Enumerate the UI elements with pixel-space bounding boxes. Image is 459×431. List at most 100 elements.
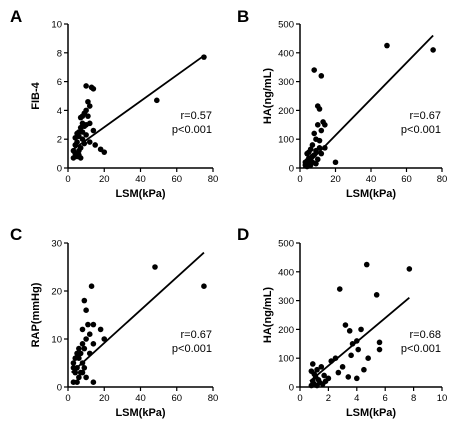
panel-d-data-point	[335, 369, 342, 376]
panel-b-y-tick-label: 500	[278, 20, 294, 31]
panel-a-data-point	[85, 98, 91, 105]
panel-c-data-point	[77, 350, 84, 357]
panel-b-data-point	[313, 160, 319, 167]
panel-b-y-axis-title: HA(ng/mL)	[262, 68, 274, 125]
panel-b-x-tick-label: 40	[366, 174, 377, 185]
panel-d: D 0 100 200 300 400 500 0 2 4 6 8 10 LSM(kPa) HA(ng/mL…	[237, 225, 447, 419]
panel-a-regression-line	[72, 54, 205, 151]
panel-c-data-point	[88, 283, 95, 290]
panel-c-y-tick-label: 0	[57, 383, 62, 394]
panel-a-data-point	[72, 142, 79, 148]
panel-c-y-tick-label: 30	[51, 239, 62, 250]
panel-b-x-tick-label: 20	[330, 174, 341, 185]
panel-b-letter: B	[237, 7, 249, 26]
panel-b-data-point	[304, 163, 310, 170]
panel-b-x-tick-label: 80	[437, 174, 448, 185]
panel-c-data-point	[79, 369, 86, 376]
panel-d-data-point	[354, 338, 360, 344]
panel-b-data-point	[430, 47, 436, 53]
panel-d-data-point	[339, 364, 346, 370]
panel-c-data-point	[201, 283, 207, 290]
panel-a-x-tick-label: 60	[171, 174, 182, 185]
panel-d-data-point	[361, 366, 367, 373]
panel-b-x-tick-label: 0	[297, 174, 302, 185]
panel-a-y-tick-label: 8	[57, 48, 62, 59]
panel-c-x-tick-label: 60	[171, 393, 182, 404]
panel-d-data-point	[342, 322, 349, 328]
panel-a-y-axis-title: FIB-4	[30, 81, 42, 109]
panel-d-p-value: p<0.001	[401, 343, 441, 355]
panel-c-data-point	[90, 379, 97, 386]
panel-d-data-point	[328, 358, 335, 364]
panel-a-data-point	[86, 139, 93, 145]
panel-b-y-tick-label: 300	[278, 77, 294, 88]
panel-a-x-tick-label: 20	[99, 174, 110, 185]
panel-a-y-tick-label: 0	[57, 164, 62, 175]
panel-c-data-point	[86, 350, 93, 357]
panel-c-data-point	[86, 331, 93, 338]
panel-d-data-point	[358, 326, 364, 333]
panel-a-data-point	[86, 103, 93, 109]
panel-d-data-point	[319, 381, 326, 387]
panel-d-data-point	[355, 346, 362, 353]
panel-c-r-value: r=0.67	[181, 329, 213, 341]
panel-b-data-point	[318, 150, 325, 157]
panel-c-data-point	[85, 321, 91, 328]
panel-a-x-tick-label: 80	[208, 174, 219, 185]
panel-c-data-point	[79, 341, 86, 347]
panel-b-data-point	[314, 156, 321, 163]
panel-d-data-point	[349, 341, 356, 347]
panel-a-data-point	[83, 83, 89, 89]
panel-d-y-tick-label: 500	[278, 239, 294, 250]
panel-d-data-point	[346, 328, 353, 334]
panel-d-data-point	[314, 366, 320, 373]
panel-a-data-point	[77, 155, 84, 161]
panel-a-data-point	[76, 147, 82, 154]
panel-d-data-point	[376, 339, 383, 346]
panel-b-data-point	[322, 145, 328, 151]
panel-d-x-tick-label: 10	[437, 393, 448, 404]
panel-b-data-point	[316, 137, 323, 144]
panel-b-data-point	[322, 122, 328, 128]
panel-b-p-value: p<0.001	[401, 124, 441, 136]
panel-b-data-point	[384, 42, 390, 49]
panel-c-data-point	[74, 379, 80, 386]
panel-c-y-axis-title: RAP(mmHg)	[30, 282, 42, 347]
panel-c-y-tick-label: 20	[51, 287, 62, 298]
panel-a-data-point	[77, 114, 84, 121]
panel-c-data-point	[90, 321, 97, 328]
panel-d-y-tick-label: 200	[278, 325, 294, 336]
panel-a-data-point	[70, 155, 77, 161]
panel-d-y-tick-label: 0	[289, 383, 294, 394]
panel-c-x-tick-label: 20	[99, 393, 110, 404]
panel-b-data-point	[314, 122, 321, 128]
panel-c-data-point	[152, 264, 158, 270]
panel-a-p-value: p<0.001	[172, 124, 212, 136]
panel-b-y-tick-label: 200	[278, 106, 294, 117]
panel-d-data-point	[345, 374, 352, 380]
panel-b-data-point	[318, 73, 325, 79]
panel-a-data-point	[92, 142, 98, 148]
panel-d-x-tick-label: 8	[411, 393, 416, 404]
panel-c-p-value: p<0.001	[172, 343, 212, 355]
panel-c-x-axis-title: LSM(kPa)	[115, 407, 165, 419]
panel-b-x-axis-title: LSM(kPa)	[346, 188, 396, 200]
panel-d-x-tick-label: 0	[297, 393, 302, 404]
panel-a-data-point	[101, 149, 108, 155]
panel-d-data-point	[348, 352, 354, 359]
panel-a-y-tick-label: 6	[57, 77, 62, 88]
panel-a-data-point	[201, 54, 207, 60]
panel-d-r-value: r=0.68	[410, 329, 442, 341]
panel-d-data-point	[308, 382, 315, 389]
panel-c-data-point	[83, 336, 89, 342]
panel-a-data-point	[79, 136, 86, 142]
panel-d-data-point	[332, 355, 339, 362]
panel-c-y-tick-label: 10	[51, 335, 62, 346]
panel-a-r-value: r=0.57	[181, 110, 213, 122]
panel-d-data-point	[376, 346, 383, 353]
panel-b-data-point	[311, 67, 318, 73]
panel-b-data-point	[318, 127, 325, 134]
panel-c-data-point	[81, 365, 88, 371]
panel-b-y-tick-label: 0	[289, 164, 294, 175]
panel-b: B 0 100 200 300 400 500 0 20 40 60 80 LSM(kPa) HA(ng/…	[237, 7, 447, 200]
